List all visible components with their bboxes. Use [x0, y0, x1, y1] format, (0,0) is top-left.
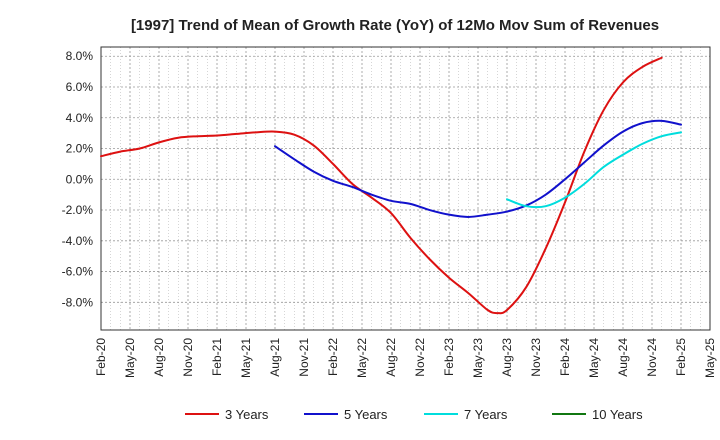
plot-frame	[100, 46, 711, 331]
y-tick-label: -2.0%	[62, 203, 94, 217]
axes: Feb-20 May-20 Aug-20 Nov-20 Feb-21 May-21 Aug-…	[62, 46, 717, 378]
x-tick-label: May-22	[355, 338, 369, 378]
series-line-5-years	[274, 119, 682, 218]
x-tick-label: Feb-20	[94, 338, 108, 376]
legend-label: 10 Years	[592, 407, 643, 422]
legend-label: 7 Years	[464, 407, 508, 422]
x-tick-label: Feb-21	[210, 338, 224, 376]
x-tick-label: Feb-23	[442, 338, 456, 376]
x-tick-label: Aug-24	[616, 338, 630, 377]
chart-title: [1997] Trend of Mean of Growth Rate (YoY…	[131, 17, 659, 34]
x-tick-label: Nov-21	[297, 338, 311, 377]
x-tick-label: May-23	[471, 338, 485, 378]
legend-label: 3 Years	[225, 407, 269, 422]
x-tick-label: May-25	[703, 338, 717, 378]
x-tick-label: May-24	[587, 338, 601, 378]
y-tick-label: -4.0%	[62, 234, 94, 248]
x-tick-label: May-20	[123, 338, 137, 378]
x-tick-label: Aug-22	[384, 338, 398, 377]
y-tick-label: -8.0%	[62, 295, 94, 309]
x-tick-label: Aug-23	[500, 338, 514, 377]
x-tick-label: Nov-23	[529, 338, 543, 377]
x-tick-label: Aug-21	[268, 338, 282, 377]
x-tick-label: Nov-24	[645, 338, 659, 377]
x-tick-label: Nov-22	[413, 338, 427, 377]
x-tick-label: Feb-25	[674, 338, 688, 376]
series-line-7-years	[506, 131, 682, 209]
y-tick-label: 6.0%	[66, 80, 94, 94]
x-tick-label: Nov-20	[181, 338, 195, 377]
legend: 3 Years 5 Years 7 Years 10 Years	[185, 407, 643, 422]
y-tick-label: 2.0%	[66, 142, 94, 156]
legend-label: 5 Years	[344, 407, 388, 422]
series-lines	[100, 56, 682, 315]
series-line-3-years	[100, 56, 663, 315]
y-tick-label: 4.0%	[66, 111, 94, 125]
grid	[100, 47, 711, 330]
y-tick-label: -6.0%	[62, 265, 94, 279]
x-tick-label: Aug-20	[152, 338, 166, 377]
x-tick-label: May-21	[239, 338, 253, 378]
x-tick-label: Feb-22	[326, 338, 340, 376]
x-tick-label: Feb-24	[558, 338, 572, 376]
y-tick-label: 0.0%	[66, 172, 94, 186]
y-tick-label: 8.0%	[66, 49, 94, 63]
